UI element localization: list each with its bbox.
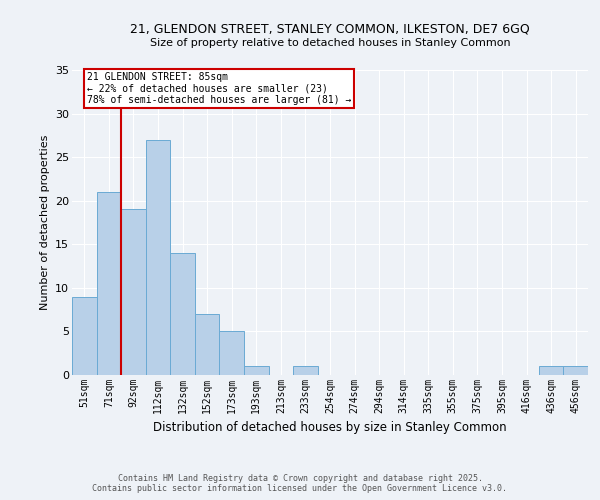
Bar <box>170 253 195 375</box>
Text: Contains public sector information licensed under the Open Government Licence v3: Contains public sector information licen… <box>92 484 508 493</box>
Bar <box>244 366 269 375</box>
Bar <box>195 314 220 375</box>
Text: Size of property relative to detached houses in Stanley Common: Size of property relative to detached ho… <box>149 38 511 48</box>
Bar <box>146 140 170 375</box>
Bar <box>97 192 121 375</box>
Bar <box>121 210 146 375</box>
Bar <box>72 296 97 375</box>
Bar <box>293 366 318 375</box>
Bar <box>539 366 563 375</box>
Bar <box>220 332 244 375</box>
X-axis label: Distribution of detached houses by size in Stanley Common: Distribution of detached houses by size … <box>153 422 507 434</box>
Bar <box>563 366 588 375</box>
Text: 21, GLENDON STREET, STANLEY COMMON, ILKESTON, DE7 6GQ: 21, GLENDON STREET, STANLEY COMMON, ILKE… <box>130 22 530 36</box>
Text: Contains HM Land Registry data © Crown copyright and database right 2025.: Contains HM Land Registry data © Crown c… <box>118 474 482 483</box>
Text: 21 GLENDON STREET: 85sqm
← 22% of detached houses are smaller (23)
78% of semi-d: 21 GLENDON STREET: 85sqm ← 22% of detach… <box>87 72 351 105</box>
Y-axis label: Number of detached properties: Number of detached properties <box>40 135 50 310</box>
